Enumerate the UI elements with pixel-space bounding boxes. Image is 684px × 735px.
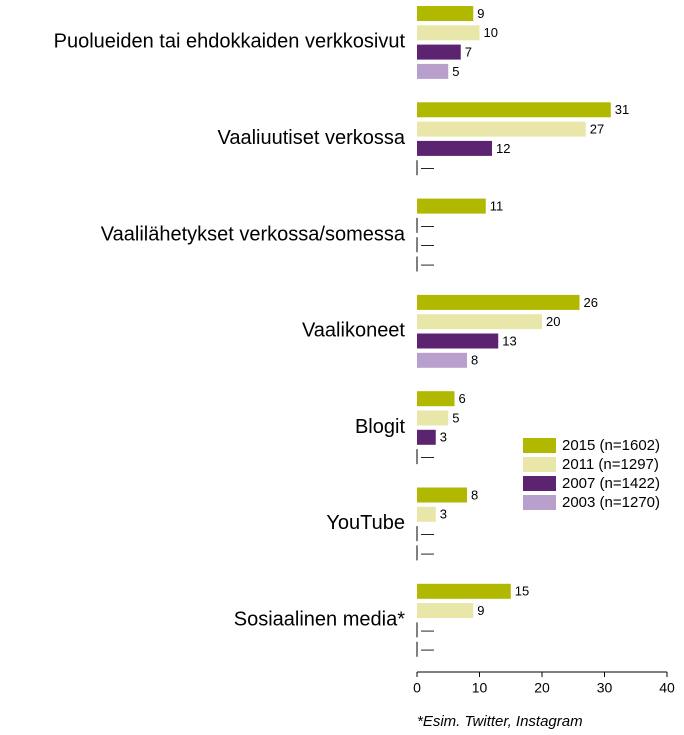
bar — [417, 63, 449, 79]
bar — [417, 603, 474, 619]
value-label: — — [421, 256, 434, 271]
legend-swatch — [523, 438, 556, 453]
value-label: 7 — [465, 45, 472, 60]
value-label: 20 — [546, 314, 560, 329]
bar — [417, 352, 467, 368]
category-label: YouTube — [326, 512, 405, 534]
value-label: — — [421, 237, 434, 252]
bar — [417, 121, 586, 137]
value-label: 8 — [471, 487, 478, 502]
value-label: 26 — [584, 295, 598, 310]
value-label: 15 — [515, 584, 529, 599]
x-tick-label: 40 — [659, 680, 675, 696]
x-tick-label: 0 — [413, 680, 421, 696]
bar — [417, 294, 580, 310]
bar — [417, 44, 461, 60]
x-tick-label: 10 — [472, 680, 488, 696]
legend-swatch — [523, 495, 556, 510]
value-label: — — [421, 218, 434, 233]
legend-label: 2007 (n=1422) — [562, 475, 660, 492]
value-label: 13 — [502, 333, 516, 348]
bar — [417, 140, 492, 156]
bar — [417, 410, 449, 426]
bar — [417, 583, 511, 599]
bar — [417, 198, 486, 214]
value-label: 27 — [590, 122, 604, 137]
footnote: *Esim. Twitter, Instagram — [417, 713, 583, 730]
category-label: Puolueiden tai ehdokkaiden verkkosivut — [54, 31, 406, 53]
value-label: — — [421, 622, 434, 637]
value-label: 11 — [490, 199, 504, 214]
bar — [417, 333, 499, 349]
value-label: 3 — [440, 507, 447, 522]
value-label: 10 — [484, 25, 498, 40]
value-label: 3 — [440, 430, 447, 445]
bar — [417, 25, 480, 41]
bar — [417, 429, 436, 445]
x-tick-label: 30 — [597, 680, 613, 696]
value-label: — — [421, 449, 434, 464]
legend-label: 2011 (n=1297) — [562, 456, 659, 473]
category-label: Sosiaalinen media* — [234, 609, 405, 631]
value-label: — — [421, 642, 434, 657]
legend-swatch — [523, 457, 556, 472]
value-label: — — [421, 545, 434, 560]
value-label: — — [421, 160, 434, 175]
legend-label: 2015 (n=1602) — [562, 437, 660, 454]
value-label: 9 — [477, 6, 484, 21]
bar — [417, 6, 474, 21]
value-label: 5 — [452, 64, 459, 79]
legend-label: 2003 (n=1270) — [562, 494, 660, 511]
value-label: 31 — [615, 102, 629, 117]
bar — [417, 314, 542, 330]
value-label: 6 — [459, 391, 466, 406]
value-label: 9 — [477, 603, 484, 618]
bar — [417, 506, 436, 522]
category-label: Vaaliuutiset verkossa — [218, 127, 406, 149]
legend-swatch — [523, 476, 556, 491]
category-label: Blogit — [355, 416, 405, 438]
category-label: Vaalilähetykset verkossa/somessa — [101, 223, 406, 245]
bar — [417, 102, 611, 118]
bar — [417, 391, 455, 407]
value-label: 8 — [471, 353, 478, 368]
category-label: Vaalikoneet — [302, 320, 405, 342]
x-tick-label: 20 — [534, 680, 550, 696]
value-label: — — [421, 526, 434, 541]
value-label: 5 — [452, 410, 459, 425]
value-label: 12 — [496, 141, 510, 156]
bar — [417, 487, 467, 503]
